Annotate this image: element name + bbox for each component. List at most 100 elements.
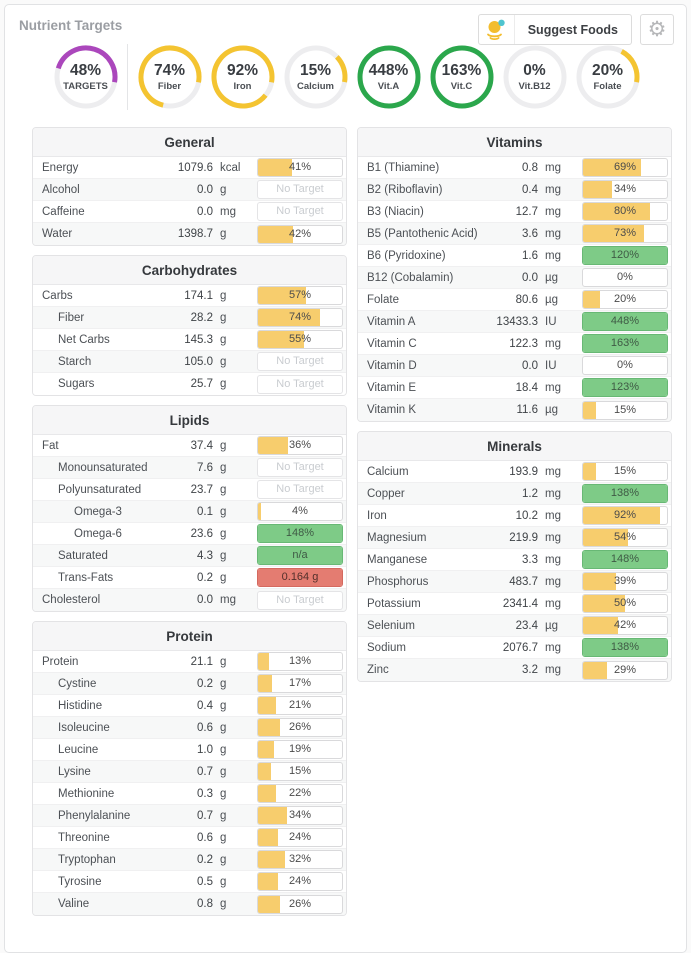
progress-bar-fill <box>258 331 305 348</box>
progress-bar-text: 42% <box>288 227 312 240</box>
nutrient-label: Valine <box>58 898 90 910</box>
progress-bar-text: 26% <box>288 897 312 910</box>
table-row: Phenylalanine 0.7 g 34% <box>33 805 346 827</box>
nutrient-unit: g <box>220 809 227 822</box>
progress-ring: 15% Calcium <box>283 44 349 110</box>
progress-bar-text: 15% <box>288 765 312 777</box>
progress-bar-fill <box>258 653 269 670</box>
progress-bar-fill <box>258 309 321 326</box>
nutrient-unit: g <box>220 743 227 756</box>
progress-bar-fill <box>258 719 280 736</box>
nutrient-value: 0.2 <box>197 571 213 584</box>
nutrient-value: 1.2 <box>522 487 538 500</box>
table-row: Copper 1.2 mg 138% <box>358 483 671 505</box>
table-row: Fiber 28.2 g 74% <box>33 307 346 329</box>
progress-bar: 138% <box>582 484 668 503</box>
tables-area: General Energy 1079.6 kcal 41% Alcohol 0.0 g No … <box>32 127 672 925</box>
table-row: Caffeine 0.0 mg No Target <box>33 201 346 223</box>
progress-bar: 69% <box>582 158 668 177</box>
table-row: Sugars 25.7 g No Target <box>33 373 346 395</box>
ring-cell-folate: 20% Folate <box>571 44 644 110</box>
progress-bar: 36% <box>257 436 343 455</box>
progress-bar: 123% <box>582 378 668 397</box>
progress-bar-fill <box>258 159 293 176</box>
table-row: B5 (Pantothenic Acid) 3.6 mg 73% <box>358 223 671 245</box>
table-title: Lipids <box>33 406 346 435</box>
nutrient-unit: g <box>220 787 227 800</box>
page-title: Nutrient Targets <box>19 18 123 33</box>
suggest-foods-button[interactable]: Suggest Foods <box>477 14 632 45</box>
progress-ring: 448% Vit.A <box>356 44 422 110</box>
progress-bar: 21% <box>257 696 343 715</box>
table-row: B1 (Thiamine) 0.8 mg 69% <box>358 157 671 179</box>
table-row: Fat 37.4 g 36% <box>33 435 346 457</box>
ring-text: 48% TARGETS <box>53 44 119 110</box>
progress-bar-fill <box>258 569 342 586</box>
ring-svg <box>503 45 566 109</box>
nutrient-label: B6 (Pyridoxine) <box>367 249 446 262</box>
nutrient-unit: g <box>220 378 227 390</box>
table-row: B12 (Cobalamin) 0.0 µg 0% <box>358 267 671 289</box>
table-row: Vitamin E 18.4 mg 123% <box>358 377 671 399</box>
progress-bar-text: 73% <box>613 227 637 239</box>
ring-text: 15% Calcium <box>283 44 349 110</box>
progress-bar-text: No Target <box>276 483 324 495</box>
progress-bar-fill <box>583 313 667 330</box>
progress-bar-fill <box>258 807 287 824</box>
nutrient-value: 80.6 <box>515 293 538 306</box>
progress-bar-fill <box>583 551 667 568</box>
table-row: Iron 10.2 mg 92% <box>358 505 671 527</box>
ring-percent: 0% <box>523 62 546 80</box>
progress-bar-fill <box>583 247 667 264</box>
nutrient-unit: g <box>220 875 227 888</box>
progress-bar-fill <box>258 829 279 846</box>
nutrient-unit: mg <box>220 205 236 218</box>
table-row: Zinc 3.2 mg 29% <box>358 659 671 681</box>
progress-bar-text: No Target <box>276 461 324 473</box>
nutrient-value: 0.2 <box>197 853 213 866</box>
progress-bar-text: 138% <box>610 487 640 499</box>
progress-bar: 24% <box>257 872 343 891</box>
progress-bar: 50% <box>582 594 668 613</box>
nutrient-unit: g <box>220 677 227 690</box>
ring-label: Calcium <box>297 80 334 92</box>
progress-ring: 163% Vit.C <box>429 44 495 110</box>
nutrient-value: 1079.6 <box>177 161 213 174</box>
nutrient-unit: mg <box>545 641 561 654</box>
progress-bar-text: 80% <box>613 205 637 217</box>
table-row: Calcium 193.9 mg 15% <box>358 461 671 483</box>
suggest-foods-icon <box>479 15 515 44</box>
ring-cell-calcium: 15% Calcium <box>279 44 352 110</box>
nutrient-label: Polyunsaturated <box>58 483 142 496</box>
table-carbohydrates: Carbohydrates Carbs 174.1 g 57% Fiber 28.2 g 74%… <box>32 255 347 396</box>
nutrient-unit: g <box>220 183 227 196</box>
nutrient-label: Omega-6 <box>74 527 122 540</box>
progress-bar-text: 448% <box>610 315 640 327</box>
progress-bar: 80% <box>582 202 668 221</box>
progress-bar-text: 19% <box>288 743 312 755</box>
nutrient-label: Alcohol <box>42 183 80 196</box>
rings-divider <box>127 44 128 110</box>
progress-bar: 0% <box>582 268 668 287</box>
progress-bar: 55% <box>257 330 343 349</box>
settings-button[interactable]: ⚙ <box>640 14 674 45</box>
progress-bar-fill <box>258 503 262 520</box>
progress-bar: 4% <box>257 502 343 521</box>
table-row: Polyunsaturated 23.7 g No Target <box>33 479 346 501</box>
nutrient-value: 0.6 <box>197 721 213 734</box>
progress-bar-text: 74% <box>288 311 312 323</box>
nutrient-value: 3.6 <box>522 227 538 240</box>
ring-text: 163% Vit.C <box>429 44 495 110</box>
table-row: Vitamin D 0.0 IU 0% <box>358 355 671 377</box>
nutrient-value: 1.0 <box>197 743 213 756</box>
ring-text: 20% Folate <box>575 44 641 110</box>
progress-bar-fill <box>583 595 625 612</box>
nutrient-unit: kcal <box>220 161 241 174</box>
progress-bar: 120% <box>582 246 668 265</box>
nutrient-value: 0.2 <box>197 677 213 690</box>
nutrient-unit: µg <box>545 619 559 632</box>
nutrient-unit: mg <box>545 205 561 218</box>
progress-bar-text: 34% <box>288 809 312 821</box>
nutrient-label: Fat <box>42 439 59 452</box>
progress-ring: 20% Folate <box>575 44 641 110</box>
